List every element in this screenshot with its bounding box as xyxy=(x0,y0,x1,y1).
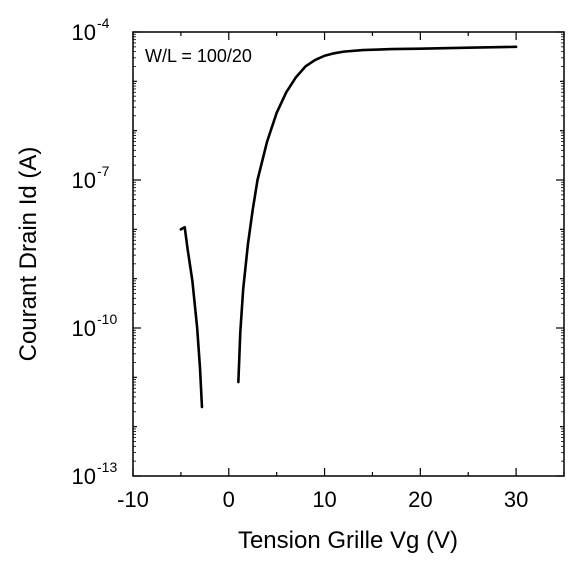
x-tick-label: 20 xyxy=(408,487,432,512)
y-axis-title: Courant Drain Id (A) xyxy=(15,147,42,362)
annotation-label: W/L = 100/20 xyxy=(145,46,252,66)
y-tick-label-base: 10 xyxy=(72,20,96,45)
series-line xyxy=(179,225,204,409)
plot-frame xyxy=(132,31,565,477)
x-tick-label: -10 xyxy=(117,487,149,512)
series-layer xyxy=(179,45,518,409)
ticks-layer xyxy=(132,31,565,477)
y-tick-label-base: 10 xyxy=(72,464,96,489)
x-tick-label: 0 xyxy=(223,487,235,512)
x-axis-title: Tension Grille Vg (V) xyxy=(238,527,458,554)
y-tick-label-exp: -13 xyxy=(97,459,117,475)
y-tick-label-base: 10 xyxy=(72,168,96,193)
y-tick-label-exp: -10 xyxy=(97,311,117,327)
series-line xyxy=(237,45,518,384)
y-tick-label-exp: -4 xyxy=(97,15,110,31)
y-tick-label-exp: -7 xyxy=(97,163,110,179)
y-tick-label-base: 10 xyxy=(72,316,96,341)
x-tick-label: 10 xyxy=(312,487,336,512)
x-tick-label: 30 xyxy=(504,487,528,512)
